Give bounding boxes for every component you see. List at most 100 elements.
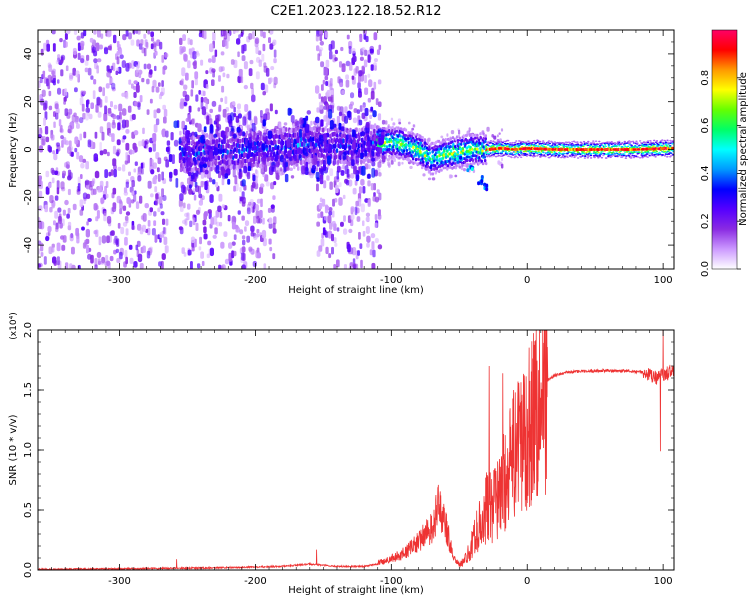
heatmap-cell xyxy=(118,44,121,53)
heatmap-cell xyxy=(259,183,265,188)
heatmap-cell xyxy=(85,112,89,121)
heatmap-cell xyxy=(262,217,265,225)
heatmap-cell xyxy=(371,87,375,93)
heatmap-cell xyxy=(138,140,143,147)
heatmap-cell xyxy=(230,125,234,132)
heatmap-cell xyxy=(401,131,404,135)
heatmap-cell xyxy=(182,202,186,209)
heatmap-cell xyxy=(364,74,367,83)
heatmap-cell xyxy=(175,178,179,188)
heatmap-cell xyxy=(385,145,389,149)
heatmap-cell xyxy=(398,121,402,125)
heatmap-cell xyxy=(82,90,87,95)
heatmap-cell xyxy=(396,153,399,157)
heatmap-cell xyxy=(302,140,306,147)
heatmap-cell xyxy=(112,114,117,120)
heatmap-cell xyxy=(296,138,300,144)
heatmap-cell xyxy=(159,203,163,209)
heatmap-cell xyxy=(242,196,246,204)
heatmap-cell xyxy=(248,33,253,40)
heatmap-cell xyxy=(161,188,164,198)
heatmap-cell xyxy=(623,144,626,146)
heatmap-cell xyxy=(201,171,205,178)
heatmap-cell xyxy=(462,168,466,172)
heatmap-cell xyxy=(398,156,401,160)
heatmap-cell xyxy=(122,164,126,172)
heatmap-cell xyxy=(107,107,112,114)
heatmap-cell xyxy=(202,151,205,158)
heatmap-cell xyxy=(624,145,627,148)
heatmap-cell xyxy=(315,116,320,124)
heatmap-cell xyxy=(51,30,56,35)
heatmap-cell xyxy=(155,193,159,200)
heatmap-cell xyxy=(649,147,653,151)
heatmap-cell xyxy=(371,167,376,178)
heatmap-cell xyxy=(434,144,437,148)
heatmap-cell xyxy=(422,160,425,164)
heatmap-cell xyxy=(406,152,410,156)
heatmap-cell xyxy=(52,77,56,86)
heatmap-cell xyxy=(273,216,277,225)
heatmap-cell xyxy=(641,148,645,151)
heatmap-cell xyxy=(215,114,219,122)
heatmap-cell xyxy=(366,50,371,56)
heatmap-cell xyxy=(362,220,365,227)
heatmap-cell xyxy=(288,132,292,138)
heatmap-cell xyxy=(209,247,214,257)
heatmap-cell xyxy=(203,126,207,133)
heatmap-cell xyxy=(123,187,128,194)
heatmap-cell xyxy=(332,158,337,165)
heatmap-cell xyxy=(200,145,203,151)
heatmap-cell xyxy=(254,141,257,146)
heatmap-cell xyxy=(79,117,84,124)
heatmap-cell xyxy=(264,126,267,131)
heatmap-cell xyxy=(389,126,392,130)
heatmap-cell xyxy=(184,218,188,226)
heatmap-cell xyxy=(492,145,495,147)
heatmap-cell xyxy=(397,126,400,130)
heatmap-cell xyxy=(76,236,80,244)
heatmap-cell xyxy=(336,170,339,180)
heatmap-cell xyxy=(201,129,204,135)
heatmap-cell xyxy=(238,171,242,180)
heatmap-cell xyxy=(334,49,338,55)
heatmap-cell xyxy=(205,84,209,90)
heatmap-cell xyxy=(56,187,60,195)
heatmap-cell xyxy=(212,234,217,239)
heatmap-cell xyxy=(423,154,427,158)
heatmap-cell xyxy=(122,205,127,211)
heatmap-cell xyxy=(618,153,621,156)
heatmap-cell xyxy=(113,34,117,44)
heatmap-cell xyxy=(365,212,371,217)
heatmap-cell xyxy=(179,37,183,46)
heatmap-cell xyxy=(489,140,492,142)
heatmap-cell xyxy=(240,252,245,261)
heatmap-cell xyxy=(402,133,406,137)
heatmap-cell xyxy=(95,42,100,52)
heatmap-cell xyxy=(338,182,342,188)
x-tick-label: 100 xyxy=(654,275,673,286)
heatmap-cell xyxy=(294,119,298,129)
heatmap-cell xyxy=(340,221,344,227)
heatmap-cell xyxy=(192,148,196,154)
heatmap-cell xyxy=(345,74,349,80)
heatmap-cell xyxy=(442,166,445,170)
heatmap-cell xyxy=(589,157,593,159)
heatmap-cell xyxy=(543,154,546,156)
spectrogram-cells xyxy=(38,30,674,269)
heatmap-cell xyxy=(373,62,377,68)
heatmap-cell xyxy=(227,178,231,185)
heatmap-cell xyxy=(324,75,329,81)
heatmap-cell xyxy=(273,128,276,133)
heatmap-cell xyxy=(191,172,195,180)
heatmap-cell xyxy=(217,155,221,161)
heatmap-cell xyxy=(592,140,595,142)
heatmap-cell xyxy=(596,155,599,157)
heatmap-cell xyxy=(485,146,488,148)
heatmap-cell xyxy=(116,150,120,157)
heatmap-cell xyxy=(204,181,208,190)
heatmap-cell xyxy=(158,196,163,205)
heatmap-cell xyxy=(558,154,561,156)
heatmap-cell xyxy=(316,183,319,192)
heatmap-cell xyxy=(232,30,236,34)
